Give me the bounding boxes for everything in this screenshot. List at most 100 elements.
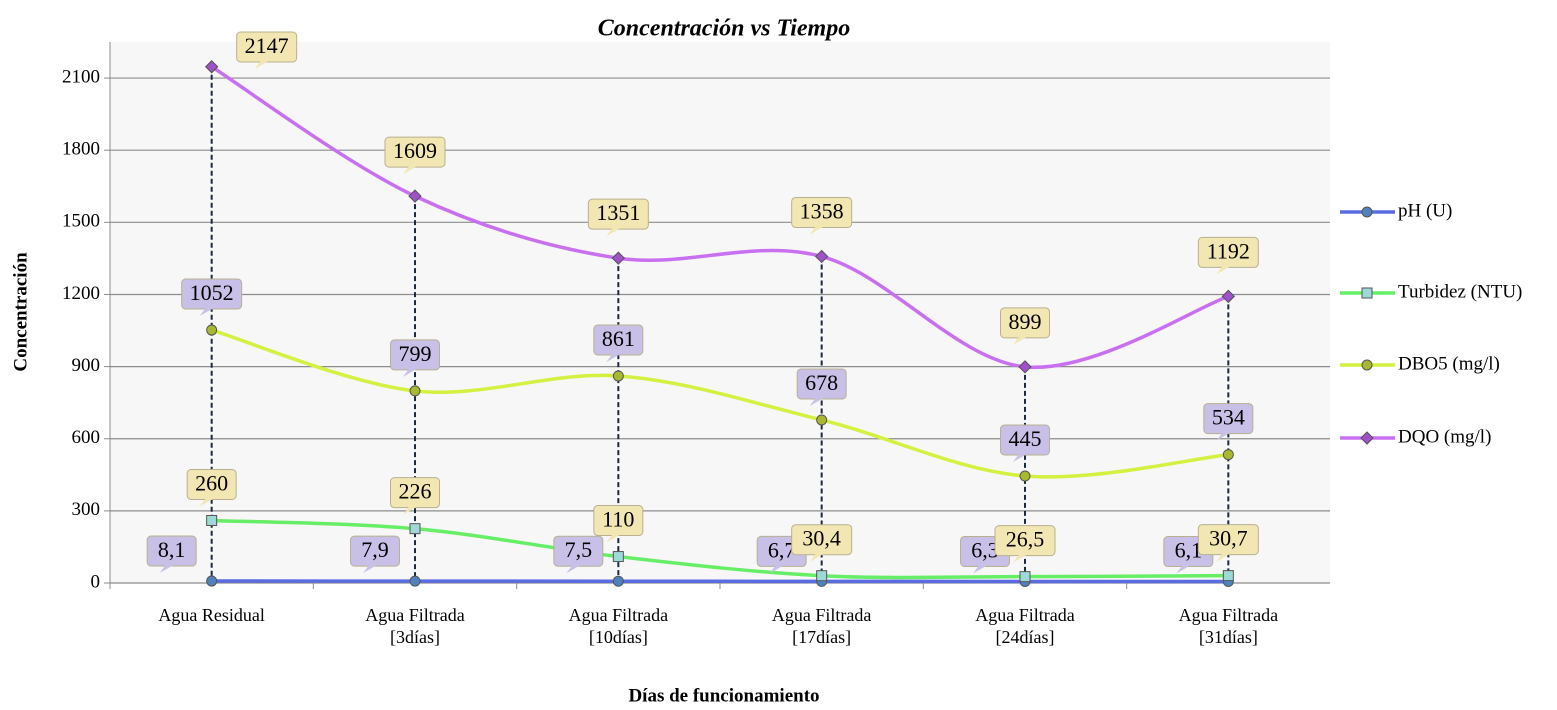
label-tail <box>1216 432 1231 441</box>
x-tick-label: Agua Filtrada [3días] <box>365 605 465 647</box>
marker <box>612 370 624 382</box>
marker <box>1361 206 1373 218</box>
label-tail <box>1176 565 1191 574</box>
legend-label: pH (U) <box>1398 200 1452 221</box>
marker <box>409 385 421 397</box>
marker <box>612 575 624 587</box>
data-label-text: 30,7 <box>1209 526 1248 551</box>
line <box>211 328 1229 479</box>
data-label: 26,5 <box>994 525 1056 563</box>
y-tick-label: 2100 <box>62 66 100 87</box>
data-label-text: 1052 <box>190 280 234 305</box>
data-label: 6,1 <box>1163 536 1214 574</box>
label-tail <box>199 308 214 317</box>
marker <box>611 251 626 265</box>
data-label: 30,4 <box>791 524 853 562</box>
marker <box>814 249 829 264</box>
data-label-text: 6,7 <box>768 537 796 562</box>
label-tail <box>1216 266 1231 275</box>
data-label-text: 445 <box>1009 426 1042 451</box>
marker <box>204 60 219 74</box>
label-tail <box>403 368 417 377</box>
label-tail <box>809 397 824 406</box>
data-label: 260 <box>186 468 237 507</box>
data-label: 8,1 <box>146 535 197 574</box>
y-axis-label: Concentración <box>10 252 31 372</box>
label-tail <box>199 498 214 507</box>
marker <box>409 575 421 587</box>
data-label: 1192 <box>1197 236 1259 275</box>
y-tick-label: 1200 <box>62 283 100 304</box>
data-label-text: 110 <box>602 507 634 532</box>
data-label-text: 8,1 <box>158 537 186 562</box>
label-tail <box>809 553 824 562</box>
data-label-text: 6,3 <box>971 538 999 563</box>
marker <box>206 575 218 587</box>
data-label-text: 678 <box>805 370 838 395</box>
data-label: 1609 <box>384 136 446 175</box>
marker <box>1360 431 1374 445</box>
data-label: 445 <box>1000 424 1050 463</box>
data-label-text: 1192 <box>1207 238 1250 263</box>
legend-label: Turbidez (NTU) <box>1398 281 1522 302</box>
label-tail <box>1013 336 1027 345</box>
legend-label: DQO (mg/l) <box>1398 426 1491 447</box>
data-label-text: 2147 <box>245 33 289 58</box>
label-tail <box>769 565 784 574</box>
label-tail <box>809 226 824 235</box>
marker <box>1361 359 1373 371</box>
label-tail <box>1216 553 1231 562</box>
line <box>211 518 1229 580</box>
line <box>210 65 1229 369</box>
data-label-text: 534 <box>1212 405 1245 430</box>
data-label: 110 <box>593 505 644 543</box>
marker <box>1019 571 1031 583</box>
x-axis-label: Días de funcionamiento <box>628 685 819 706</box>
x-tick-label: Agua Residual <box>158 605 265 625</box>
marker <box>1222 570 1234 582</box>
marker <box>816 570 828 582</box>
data-label: 1052 <box>181 278 243 317</box>
data-label: 1351 <box>587 198 649 237</box>
y-tick-label: 0 <box>91 571 101 592</box>
label-tail <box>606 228 621 237</box>
marker <box>409 523 421 535</box>
data-label: 2147 <box>236 31 298 69</box>
marker <box>612 551 624 563</box>
data-label-text: 226 <box>399 479 432 504</box>
data-label-text: 899 <box>1009 309 1042 334</box>
marker <box>1361 287 1373 299</box>
marker <box>206 324 218 336</box>
data-label-text: 7,5 <box>565 537 593 562</box>
marker <box>1222 449 1234 461</box>
x-tick-label: Agua Filtrada [10días] <box>568 605 669 647</box>
chart-title: Concentración vs Tiempo <box>598 16 850 42</box>
marker <box>206 514 218 526</box>
x-tick-label: Agua Filtrada [17días] <box>771 605 872 647</box>
data-label-text: 30,4 <box>802 526 841 551</box>
data-label: 899 <box>1000 307 1050 345</box>
data-label-text: 1358 <box>800 199 844 224</box>
data-label-text: 7,9 <box>361 537 389 562</box>
data-label-text: 6,1 <box>1175 538 1203 563</box>
y-tick-label: 1800 <box>62 139 100 160</box>
marker <box>1018 360 1032 374</box>
marker <box>816 414 828 426</box>
label-tail <box>403 506 417 515</box>
label-tail <box>1013 554 1027 563</box>
label-tail <box>973 565 987 574</box>
x-tick-label: Agua Filtrada [24días] <box>975 605 1075 647</box>
y-tick-label: 900 <box>72 355 101 376</box>
data-label-text: 260 <box>195 471 228 496</box>
data-label-text: 1351 <box>596 200 640 225</box>
data-label: 534 <box>1203 403 1254 441</box>
data-label: 799 <box>390 339 440 377</box>
data-label: 7,9 <box>350 535 400 574</box>
data-label-text: 1609 <box>393 138 437 163</box>
y-tick-label: 300 <box>72 499 101 520</box>
label-tail <box>606 353 621 362</box>
plot-area <box>110 42 1330 583</box>
data-label: 678 <box>796 368 847 406</box>
